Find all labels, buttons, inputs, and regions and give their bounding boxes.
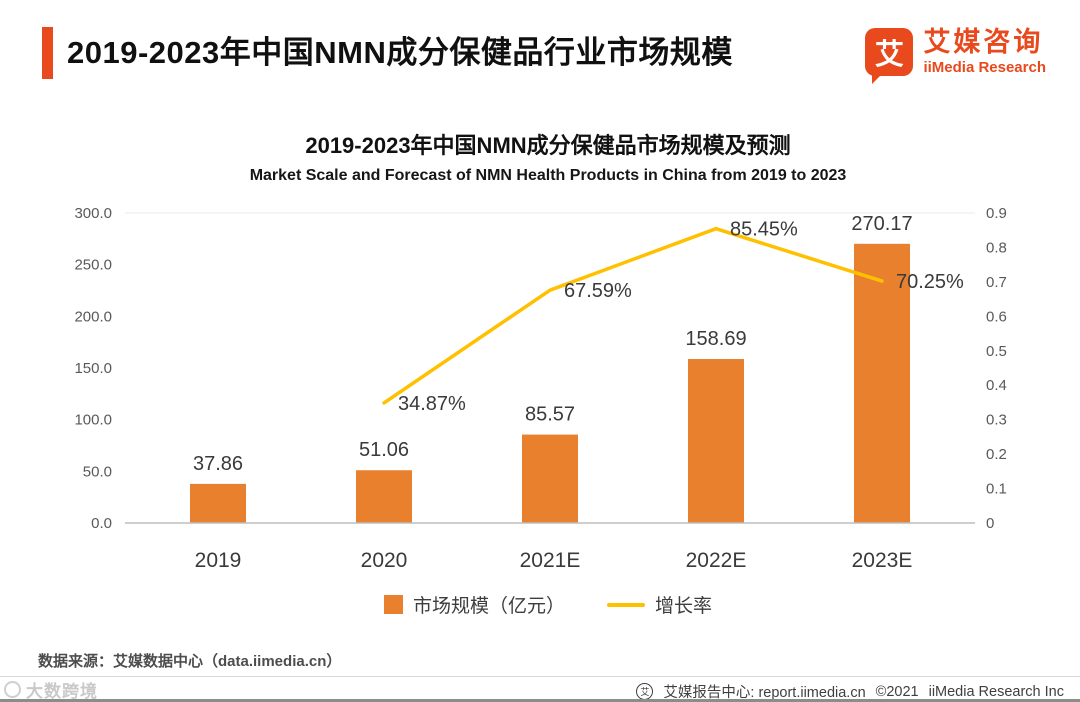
right-axis-tick: 0.8 [986,239,1007,256]
page-title: 2019-2023年中国NMN成分保健品行业市场规模 [67,35,733,70]
iimedia-logo-text: 艾媒咨询 iiMedia Research [923,27,1046,77]
bar-series-swatch-icon [383,595,403,614]
left-axis-tick: 150.0 [74,360,112,377]
right-axis-tick: 0.6 [986,308,1007,325]
report-center-text: 艾媒报告中心: report.iimedia.cn [663,685,866,701]
left-axis-tick: 200.0 [74,308,112,325]
bar-value-label: 37.86 [193,453,243,475]
copyright-text: ©2021 [875,683,919,700]
chart-legend: 市场规模（亿元） 增长率 [16,591,1080,618]
x-axis-label: 2020 [361,549,408,572]
market-scale-chart: 300.0 250.0 200.0 150.0 100.0 50.0 0.0 0.9 0.8 0.… [74,205,1007,572]
right-axis-tick: 0.5 [986,343,1007,360]
watermark-text: 大数跨境 [26,682,98,701]
left-axis-tick: 50.0 [83,463,112,480]
x-axis-label: 2022E [686,549,747,572]
report-center-icon: 艾 [636,683,654,700]
growth-rate-line [382,226,884,405]
bar-2021E [522,434,578,523]
growth-point-label: 85.45% [730,219,798,241]
watermark-icon [4,681,21,698]
legend-item-growth-rate: 增长率 [607,591,712,618]
x-axis-label: 2023E [852,549,913,572]
x-axis-label: 2021E [520,549,581,572]
logo-name-zh: 艾媒咨询 [923,27,1044,57]
bar-value-label: 158.69 [685,328,746,350]
bar-2022E [688,359,744,523]
bar-2023E [854,243,910,523]
bar-value-label: 270.17 [851,213,912,235]
left-axis-tick: 0.0 [91,515,112,532]
legend-label-growth-rate: 增长率 [655,596,713,617]
growth-point-label: 34.87% [398,393,466,415]
right-axis-tick: 0.4 [986,377,1007,394]
left-axis-tick: 100.0 [74,412,112,429]
watermark: 大数跨境 [4,677,98,702]
right-axis-tick: 0.1 [986,481,1007,498]
right-axis-tick: 0 [986,515,994,532]
chart-title: 2019-2023年中国NMN成分保健品市场规模及预测 [305,133,791,158]
bar-value-label: 85.57 [525,404,575,426]
right-axis-tick: 0.2 [986,446,1007,463]
footer-bar: 艾 艾媒报告中心: report.iimedia.cn ©2021 iiMedi… [636,681,1064,702]
chart-subtitle: Market Scale and Forecast of NMN Health … [249,167,847,184]
data-source-note: 数据来源：艾媒数据中心（data.iimedia.cn） [38,653,342,670]
right-axis-tick: 0.9 [986,205,1007,222]
growth-point-label: 67.59% [564,280,632,302]
legend-item-market-scale: 市场规模（亿元） [383,591,565,618]
growth-point-label: 70.25% [896,271,964,293]
footer-divider [0,676,1080,677]
x-axis-label: 2019 [195,549,242,572]
bar-value-label: 51.06 [359,439,409,461]
company-text: iiMedia Research Inc [928,683,1064,700]
bottom-edge-bar [0,699,1080,702]
left-axis-tick: 250.0 [74,257,112,274]
left-axis-tick: 300.0 [74,205,112,222]
header-accent-bar [42,27,53,79]
logo-name-en: iiMedia Research [923,59,1046,77]
bar-2020 [356,470,412,523]
line-series-swatch-icon [607,602,645,607]
right-axis-tick: 0.3 [986,412,1007,429]
legend-label-market-scale: 市场规模（亿元） [412,596,565,617]
iimedia-logo-icon: 艾 [865,28,914,85]
iimedia-logo: 艾 艾媒咨询 iiMedia Research [865,27,1046,85]
bar-2019 [190,483,246,523]
right-axis-tick: 0.7 [986,274,1007,291]
